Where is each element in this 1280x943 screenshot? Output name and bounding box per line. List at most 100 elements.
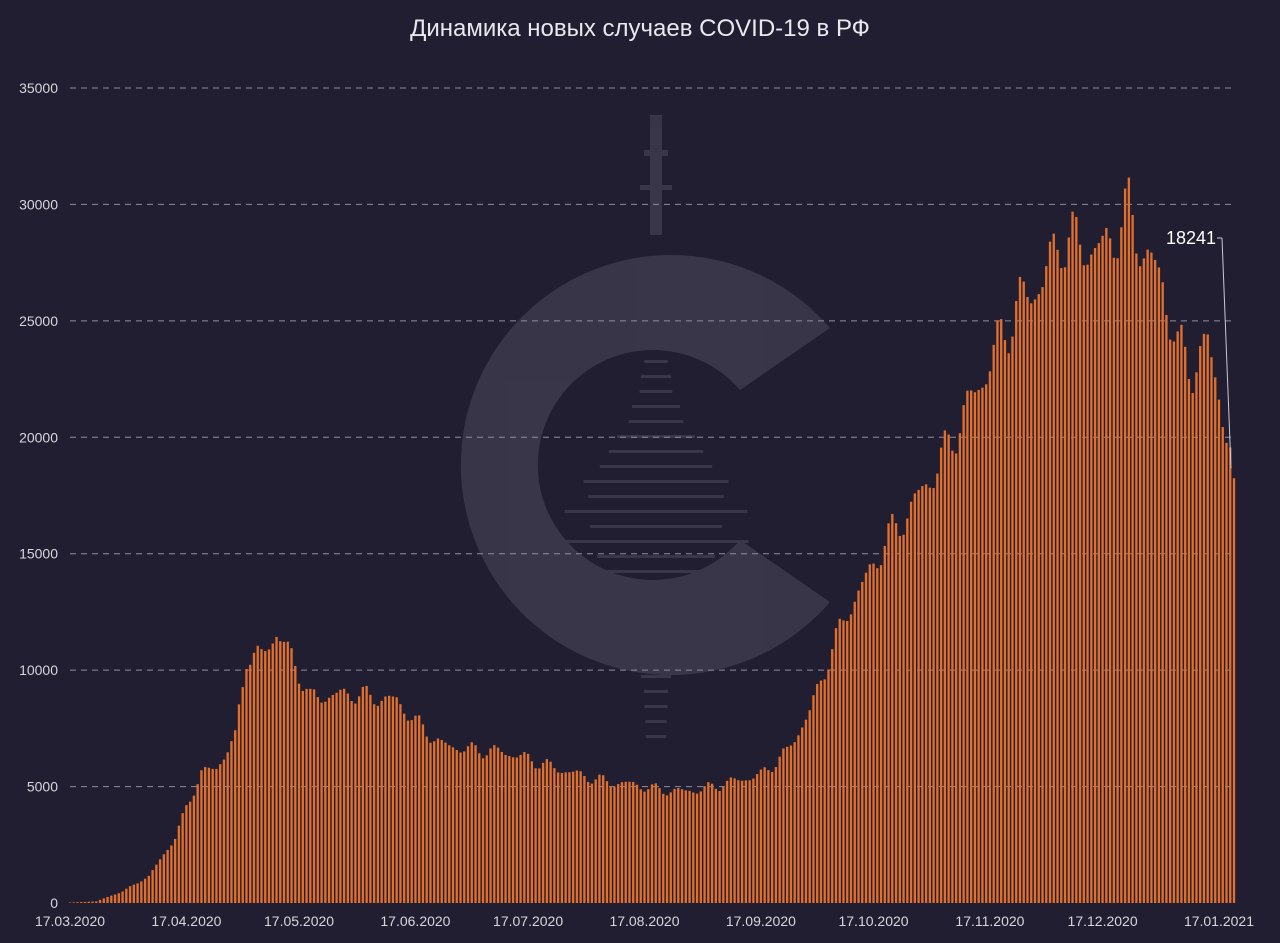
bar <box>962 405 965 903</box>
bar <box>876 568 879 903</box>
bar <box>106 896 109 903</box>
bar <box>290 648 293 903</box>
bar <box>481 758 485 903</box>
y-tick-label: 10000 <box>19 662 58 678</box>
bar <box>936 473 939 903</box>
y-tick-label: 35000 <box>19 80 58 96</box>
bar <box>549 761 552 903</box>
bar <box>260 649 263 903</box>
bar <box>286 641 289 903</box>
bar <box>1153 259 1157 904</box>
bar <box>192 795 196 903</box>
bar <box>782 748 785 903</box>
bar <box>917 489 920 903</box>
bar <box>647 789 650 903</box>
bar <box>1172 341 1176 903</box>
bar <box>846 620 849 903</box>
bar <box>444 742 447 903</box>
bar <box>1157 267 1161 904</box>
bar <box>489 748 492 903</box>
bar <box>677 788 680 903</box>
bar <box>252 652 256 903</box>
bar <box>384 696 387 903</box>
bar <box>831 649 834 903</box>
x-tick-label: 17.12.2020 <box>1068 913 1138 929</box>
bar <box>718 790 721 903</box>
bar <box>83 901 87 903</box>
bar <box>230 741 233 903</box>
bar <box>632 781 635 903</box>
bar <box>729 777 733 903</box>
bar <box>725 780 729 903</box>
bar <box>786 746 789 903</box>
bar <box>1165 314 1168 903</box>
bar <box>969 390 973 903</box>
y-tick-label: 25000 <box>19 313 58 329</box>
bar <box>883 545 886 903</box>
bar <box>966 390 969 903</box>
bar <box>894 523 898 903</box>
bar <box>72 902 75 903</box>
bar <box>808 710 811 903</box>
bar <box>143 878 147 903</box>
bar <box>1003 340 1007 903</box>
bar <box>879 565 883 903</box>
bar <box>256 645 259 903</box>
bar <box>553 768 556 903</box>
bar <box>211 768 214 903</box>
bar <box>947 434 950 903</box>
bar <box>440 740 443 903</box>
bar <box>459 752 462 903</box>
bar <box>166 849 169 903</box>
bar <box>759 769 763 903</box>
bar <box>673 788 676 903</box>
bar <box>372 704 376 903</box>
bar <box>519 754 522 903</box>
bar <box>346 693 350 903</box>
bar <box>1078 244 1082 904</box>
x-tick-label: 17.11.2020 <box>955 913 1024 929</box>
bar <box>305 688 308 903</box>
bar <box>1131 214 1134 903</box>
bar <box>451 747 455 903</box>
bar <box>1184 346 1187 903</box>
bar <box>1030 303 1033 903</box>
bar <box>1097 243 1100 903</box>
bar <box>354 703 357 903</box>
bar <box>778 756 781 903</box>
bar <box>797 735 800 903</box>
bar <box>500 751 503 903</box>
x-tick-label: 17.05.2020 <box>264 913 334 929</box>
bar <box>872 563 875 903</box>
bar <box>1086 264 1089 903</box>
bar <box>579 771 582 903</box>
bar <box>331 694 335 903</box>
bar <box>770 771 774 903</box>
bar <box>158 859 162 903</box>
bars <box>68 177 1236 904</box>
bar <box>939 447 943 903</box>
bar <box>909 501 913 903</box>
bar <box>1000 319 1003 903</box>
bar <box>650 784 654 903</box>
bar <box>913 493 917 903</box>
x-axis: 17.03.2020 17.04.2020 17.05.2020 17.06.2020… <box>35 913 1254 929</box>
x-tick-label: 17.06.2020 <box>380 913 450 929</box>
bar <box>1060 268 1063 904</box>
bar <box>609 786 612 903</box>
bar <box>1225 442 1228 903</box>
bar <box>556 772 560 903</box>
bar <box>639 789 642 903</box>
bar <box>827 669 830 903</box>
bar <box>864 572 868 903</box>
bar <box>789 745 793 903</box>
bar <box>478 753 481 903</box>
bar <box>1101 235 1104 904</box>
bar <box>245 668 248 903</box>
bar <box>271 643 274 903</box>
bar <box>128 886 132 903</box>
bar <box>710 783 714 903</box>
bar <box>654 783 657 903</box>
bar <box>669 792 672 903</box>
